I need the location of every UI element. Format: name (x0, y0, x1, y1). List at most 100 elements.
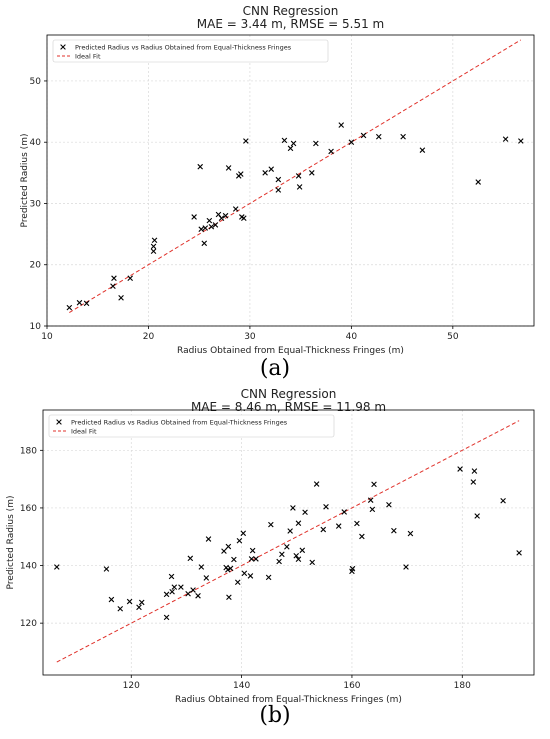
point-stroke (419, 147, 426, 153)
chart-title: CNN Regression (243, 4, 339, 18)
scatter-point (212, 222, 219, 228)
scatter-point (375, 133, 382, 140)
scatter-point (367, 497, 374, 503)
point-stroke (76, 299, 83, 306)
point-stroke (111, 275, 117, 282)
scatter-point (198, 564, 205, 570)
scatter-point (268, 521, 274, 528)
scatter-point (502, 136, 509, 142)
y-tick-label: 20 (30, 261, 42, 271)
scatter-point (66, 304, 73, 311)
scatter-point (127, 275, 133, 282)
point-stroke (203, 575, 210, 581)
point-stroke (371, 481, 377, 488)
scatter-point (76, 299, 83, 306)
ideal-fit-line (69, 39, 522, 313)
point-stroke (83, 300, 90, 307)
point-stroke (201, 240, 208, 247)
scatter-point (169, 588, 175, 595)
scatter-point (419, 147, 426, 153)
y-tick-label: 40 (30, 138, 42, 148)
plot-frame (46, 34, 535, 327)
scatter-point (407, 530, 414, 537)
scatter-point (296, 184, 303, 190)
point-stroke (150, 243, 157, 250)
scatter-point (241, 215, 247, 221)
scatter-point (284, 544, 290, 550)
plot-frame (42, 409, 535, 676)
y-tick-label: 30 (30, 199, 42, 209)
point-stroke (168, 573, 175, 580)
point-stroke (191, 214, 197, 220)
point-stroke (239, 214, 245, 220)
legend-label-points: Predicted Radius vs Radius Obtained from… (75, 44, 292, 52)
scatter-point (150, 243, 157, 250)
legend-marker-points (60, 44, 66, 50)
point-stroke (241, 570, 248, 577)
legend-label-fit: Ideal Fit (71, 428, 97, 436)
scatter-point (391, 527, 397, 534)
point-stroke (367, 497, 374, 503)
point-stroke (163, 591, 170, 598)
chart-panel-b: CNN Regression MAE = 8.46 m, RMSE = 11.98… (0, 385, 550, 707)
scatter-point (203, 575, 210, 581)
scatter-point (290, 140, 297, 147)
point-stroke (295, 173, 302, 179)
legend-marker-stroke (56, 419, 62, 425)
point-stroke (354, 520, 360, 527)
point-stroke (169, 588, 175, 595)
point-stroke (195, 592, 201, 599)
scatter-point (403, 564, 409, 570)
point-stroke (323, 503, 329, 510)
scatter-point (302, 509, 308, 516)
scatter-point (201, 240, 208, 247)
scatter-point (168, 573, 175, 580)
point-stroke (197, 163, 203, 170)
scatter-point (171, 584, 178, 590)
point-stroke (348, 139, 355, 145)
scatter-point (475, 179, 481, 185)
point-stroke (320, 526, 327, 533)
point-stroke (151, 237, 158, 244)
point-stroke (268, 166, 275, 172)
scatter-point (290, 505, 296, 511)
x-tick-label: 50 (447, 332, 459, 342)
scatter-point (151, 237, 158, 244)
point-stroke (400, 133, 406, 140)
point-stroke (221, 548, 227, 554)
point-stroke (127, 275, 133, 282)
point-stroke (215, 211, 222, 218)
point-stroke (265, 574, 272, 581)
scatter-point (262, 170, 268, 176)
point-stroke (287, 528, 293, 534)
point-stroke (171, 584, 178, 590)
point-stroke (150, 248, 157, 255)
point-stroke (281, 137, 288, 144)
point-stroke (205, 536, 212, 542)
scatter-point (265, 574, 272, 581)
scatter-point (190, 587, 196, 593)
point-stroke (227, 565, 234, 572)
y-tick-label: 120 (20, 619, 37, 629)
x-tick-label: 140 (233, 681, 250, 691)
y-tick-label: 180 (20, 446, 37, 456)
point-stroke (293, 552, 300, 559)
point-stroke (163, 614, 170, 621)
point-stroke (338, 122, 345, 128)
legend-marker-stroke (60, 44, 66, 50)
scatter-point (341, 509, 348, 515)
scatter-point (138, 599, 145, 606)
scatter-point (369, 506, 376, 513)
scatter-point (279, 551, 285, 558)
x-tick-label: 120 (123, 681, 140, 691)
scatter-point (348, 139, 355, 145)
scatter-point (225, 165, 232, 171)
scatter-point (457, 466, 463, 472)
point-stroke (471, 468, 478, 474)
scatter-point (111, 275, 117, 282)
point-stroke (249, 547, 256, 554)
x-tick-label: 160 (343, 681, 360, 691)
scatter-point (299, 547, 306, 554)
scatter-point (295, 556, 302, 562)
